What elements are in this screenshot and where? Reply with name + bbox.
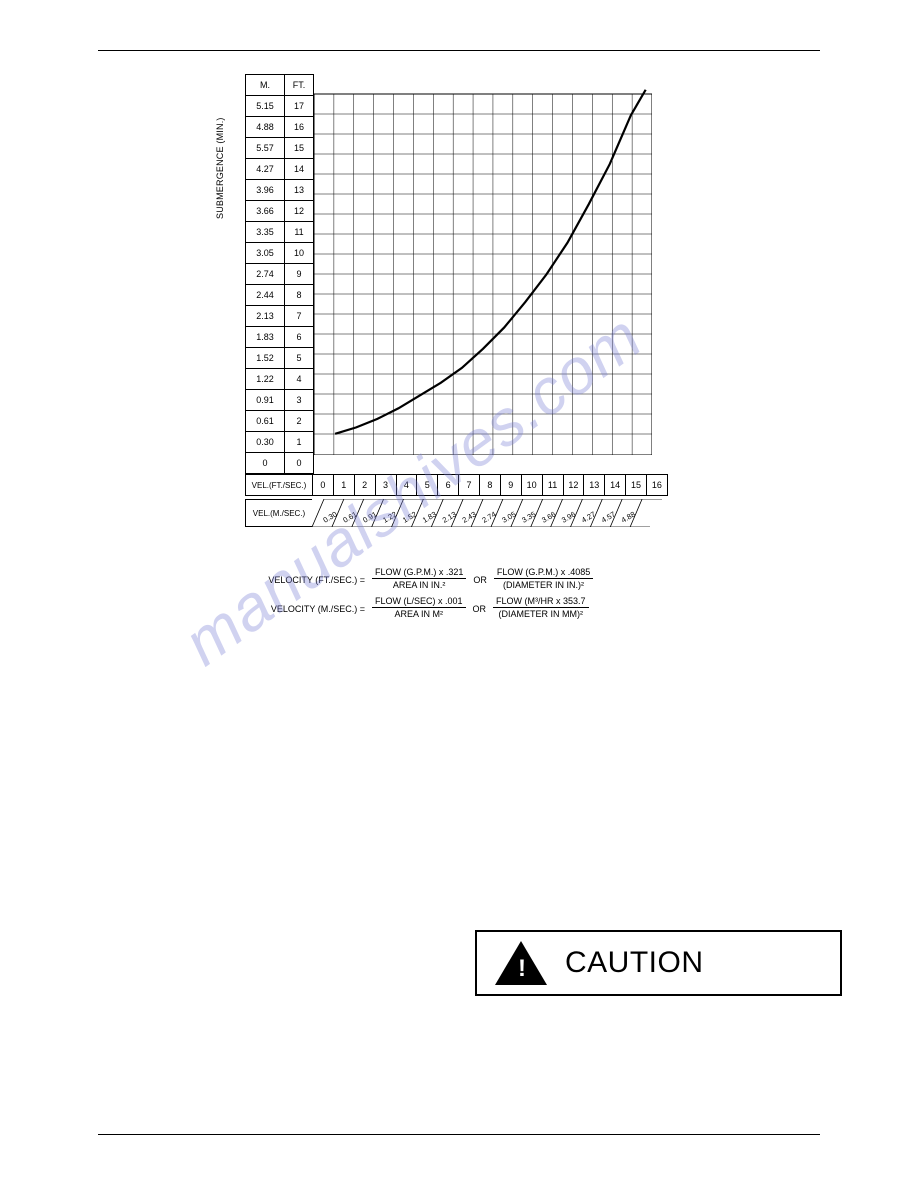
m-cell: 5.57 <box>246 137 284 158</box>
header-m: M. <box>246 75 284 96</box>
ft-cell: 0 <box>285 452 313 473</box>
m-tick: 1.22 <box>381 510 398 525</box>
ft-cell: 13 <box>285 179 313 200</box>
caution-box: ! CAUTION <box>475 930 842 996</box>
bottom-rule <box>98 1134 820 1135</box>
warning-triangle-icon: ! <box>495 941 547 985</box>
m-cell: 3.96 <box>246 179 284 200</box>
ft-tick: 15 <box>625 474 646 496</box>
ft-cell: 12 <box>285 200 313 221</box>
m-tick: 0.61 <box>341 510 358 525</box>
submergence-chart <box>314 74 652 455</box>
m-cell: 2.44 <box>246 284 284 305</box>
formula-label: VELOCITY (FT./SEC.) = <box>245 567 365 585</box>
ft-tick: 16 <box>646 474 668 496</box>
m-cell: 0 <box>246 452 284 473</box>
figure-wrap: SUBMERGENCE (MIN.) M. 5.154.885.574.273.… <box>245 74 705 625</box>
formula-block: VELOCITY (FT./SEC.) = FLOW (G.P.M.) x .3… <box>245 567 705 619</box>
header-ft: FT. <box>285 75 313 96</box>
caution-text: CAUTION <box>565 946 704 980</box>
m-tick: 2.43 <box>461 510 478 525</box>
m-tick: 4.27 <box>580 510 597 525</box>
m-cell: 3.66 <box>246 200 284 221</box>
top-rule <box>98 50 820 51</box>
formula-label: VELOCITY (M./SEC.) = <box>245 596 365 614</box>
m-tick: 3.35 <box>520 510 537 525</box>
m-cell: 0.91 <box>246 389 284 410</box>
m-cell: 5.15 <box>246 96 284 116</box>
m-cell: 2.74 <box>246 263 284 284</box>
ft-tick: 5 <box>416 474 437 496</box>
ft-tick: 7 <box>458 474 479 496</box>
ft-tick: 6 <box>437 474 458 496</box>
ft-cell: 14 <box>285 158 313 179</box>
m-tick: 2.74 <box>481 510 498 525</box>
ft-cell: 17 <box>285 96 313 116</box>
m-cell: 1.52 <box>246 347 284 368</box>
m-cell: 0.30 <box>246 431 284 452</box>
m-cell: 3.35 <box>246 221 284 242</box>
ft-tick: 0 <box>312 474 333 496</box>
m-cell: 1.22 <box>246 368 284 389</box>
velocity-m-row: VEL.(M./SEC.) 0.300.610.911.221.521.832.… <box>245 499 705 532</box>
vel-m-label: VEL.(M./SEC.) <box>245 499 312 527</box>
ft-tick: 4 <box>396 474 417 496</box>
formula-row-ft: VELOCITY (FT./SEC.) = FLOW (G.P.M.) x .3… <box>245 567 705 590</box>
ft-cell: 15 <box>285 137 313 158</box>
m-tick: 3.05 <box>500 510 517 525</box>
m-cell: 4.27 <box>246 158 284 179</box>
ft-tick: 3 <box>375 474 396 496</box>
vel-ft-label: VEL.(FT./SEC.) <box>245 474 312 496</box>
m-cell: 3.05 <box>246 242 284 263</box>
col-feet: FT. 17161514131211109876543210 <box>284 74 314 474</box>
col-meters: M. 5.154.885.574.273.963.663.353.052.742… <box>245 74 284 474</box>
m-tick: 3.66 <box>540 510 557 525</box>
ft-cell: 4 <box>285 368 313 389</box>
m-tick: 4.57 <box>600 510 617 525</box>
ft-tick: 1 <box>333 474 354 496</box>
ft-cell: 9 <box>285 263 313 284</box>
ft-cell: 7 <box>285 305 313 326</box>
ft-cell: 8 <box>285 284 313 305</box>
ft-tick: 11 <box>542 474 563 496</box>
m-cell: 4.88 <box>246 116 284 137</box>
ft-cell: 10 <box>285 242 313 263</box>
m-tick: 0.91 <box>361 510 378 525</box>
m-tick: 1.83 <box>421 510 438 525</box>
ft-cell: 6 <box>285 326 313 347</box>
ft-cell: 2 <box>285 410 313 431</box>
ft-cell: 1 <box>285 431 313 452</box>
ft-tick: 9 <box>500 474 521 496</box>
ft-cell: 3 <box>285 389 313 410</box>
ft-tick: 14 <box>604 474 625 496</box>
m-tick: 3.96 <box>560 510 577 525</box>
ft-cell: 16 <box>285 116 313 137</box>
formula-row-m: VELOCITY (M./SEC.) = FLOW (L/SEC) x .001… <box>245 596 705 619</box>
m-tick: 4.88 <box>620 510 637 525</box>
ft-cell: 5 <box>285 347 313 368</box>
ft-tick: 10 <box>521 474 542 496</box>
m-tick: 0.30 <box>321 510 338 525</box>
ft-tick: 13 <box>583 474 604 496</box>
m-cell: 1.83 <box>246 326 284 347</box>
ft-tick: 2 <box>354 474 375 496</box>
m-tick: 2.13 <box>441 510 458 525</box>
m-cell: 2.13 <box>246 305 284 326</box>
m-tick: 1.52 <box>401 510 418 525</box>
velocity-ft-row: VEL.(FT./SEC.) 012345678910111213141516 <box>245 474 705 496</box>
ft-tick: 12 <box>563 474 584 496</box>
m-cell: 0.61 <box>246 410 284 431</box>
ft-cell: 11 <box>285 221 313 242</box>
ft-tick: 8 <box>479 474 500 496</box>
y-axis-label: SUBMERGENCE (MIN.) <box>215 117 225 219</box>
m-ticks-svg: 0.300.610.911.221.521.832.132.432.743.05… <box>312 499 670 527</box>
